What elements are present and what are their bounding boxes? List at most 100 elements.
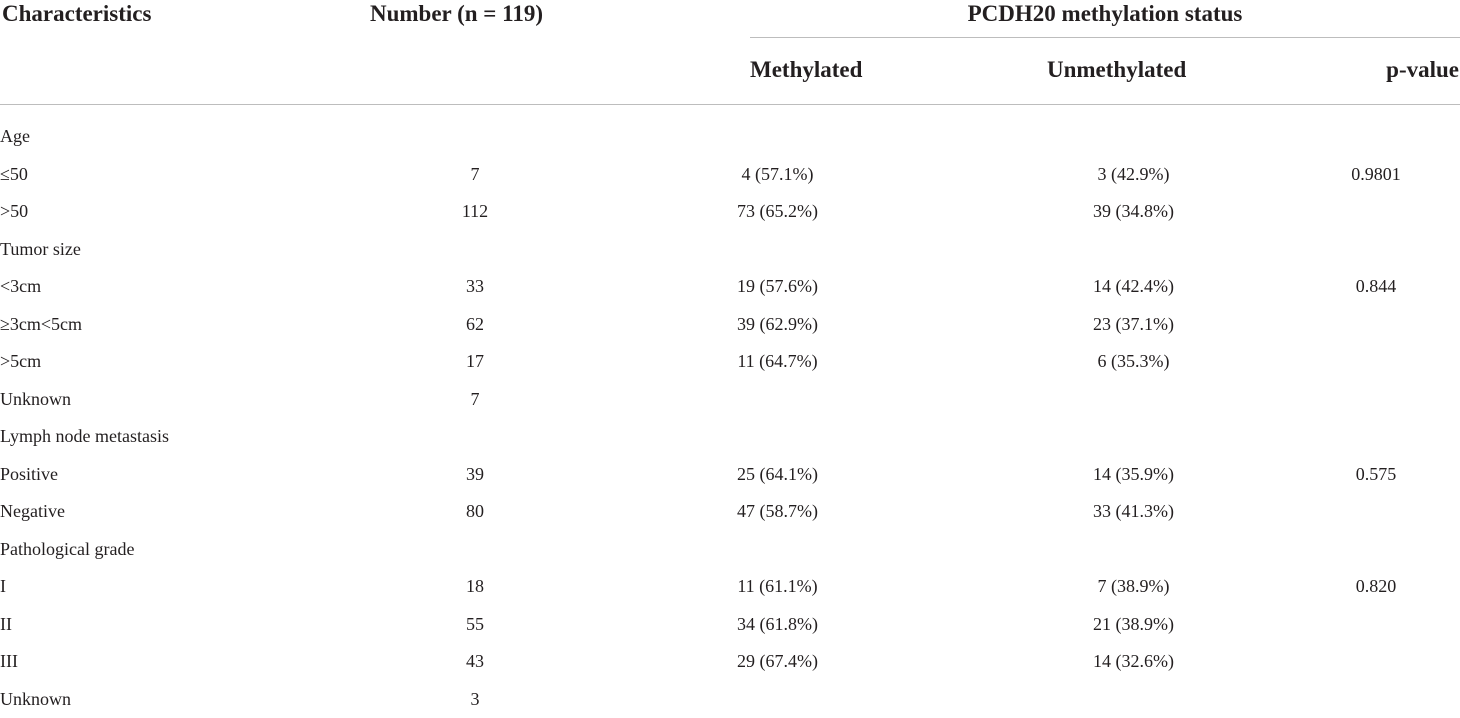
header-methylation-status: PCDH20 methylation status	[750, 2, 1460, 25]
methylated-cell	[580, 418, 975, 456]
category-row: Tumor size	[0, 231, 1460, 269]
row-label: Tumor size	[0, 231, 370, 269]
category-row: Lymph node metastasis	[0, 418, 1460, 456]
header-unmethylated: Unmethylated	[1047, 58, 1186, 81]
unmethylated-cell: 6 (35.3%)	[975, 343, 1292, 381]
pvalue-cell: 0.9801	[1292, 156, 1460, 194]
row-label: III	[0, 643, 370, 681]
methylated-cell	[580, 681, 975, 718]
methylated-cell	[580, 531, 975, 569]
header-characteristics: Characteristics	[2, 2, 151, 25]
number-cell: 43	[370, 643, 580, 681]
unmethylated-cell	[975, 381, 1292, 419]
pvalue-cell: 0.575	[1292, 456, 1460, 494]
unmethylated-cell: 39 (34.8%)	[975, 193, 1292, 231]
methylated-cell: 73 (65.2%)	[580, 193, 975, 231]
number-cell: 80	[370, 493, 580, 531]
unmethylated-cell: 14 (42.4%)	[975, 268, 1292, 306]
methylated-cell: 34 (61.8%)	[580, 606, 975, 644]
methylated-cell: 39 (62.9%)	[580, 306, 975, 344]
pvalue-cell	[1292, 493, 1460, 531]
row-label: Pathological grade	[0, 531, 370, 569]
unmethylated-cell: 21 (38.9%)	[975, 606, 1292, 644]
row-label: Positive	[0, 456, 370, 494]
methylated-cell	[580, 381, 975, 419]
methylated-cell: 11 (64.7%)	[580, 343, 975, 381]
pvalue-cell	[1292, 643, 1460, 681]
pvalue-cell	[1292, 606, 1460, 644]
methylated-cell: 47 (58.7%)	[580, 493, 975, 531]
number-cell: 18	[370, 568, 580, 606]
number-cell	[370, 418, 580, 456]
row-label: <3cm	[0, 268, 370, 306]
number-cell: 17	[370, 343, 580, 381]
pvalue-cell	[1292, 118, 1460, 156]
number-cell: 39	[370, 456, 580, 494]
unmethylated-cell: 14 (35.9%)	[975, 456, 1292, 494]
number-cell: 33	[370, 268, 580, 306]
row-label: Unknown	[0, 381, 370, 419]
row-label: Age	[0, 118, 370, 156]
unmethylated-cell: 3 (42.9%)	[975, 156, 1292, 194]
pvalue-cell	[1292, 306, 1460, 344]
unmethylated-cell	[975, 118, 1292, 156]
row-label: I	[0, 568, 370, 606]
row-label: Negative	[0, 493, 370, 531]
number-cell: 7	[370, 156, 580, 194]
unmethylated-cell: 33 (41.3%)	[975, 493, 1292, 531]
pvalue-cell	[1292, 231, 1460, 269]
pvalue-cell	[1292, 193, 1460, 231]
methylated-cell: 11 (61.1%)	[580, 568, 975, 606]
number-cell: 3	[370, 681, 580, 718]
row-label: ≤50	[0, 156, 370, 194]
row-label: ≥3cm<5cm	[0, 306, 370, 344]
methylated-cell: 29 (67.4%)	[580, 643, 975, 681]
pvalue-cell	[1292, 343, 1460, 381]
number-cell: 55	[370, 606, 580, 644]
methylated-cell: 25 (64.1%)	[580, 456, 975, 494]
pvalue-cell	[1292, 381, 1460, 419]
unmethylated-cell	[975, 231, 1292, 269]
number-cell	[370, 531, 580, 569]
unmethylated-cell: 7 (38.9%)	[975, 568, 1292, 606]
pvalue-cell	[1292, 681, 1460, 718]
methylated-cell: 19 (57.6%)	[580, 268, 975, 306]
row-label: >50	[0, 193, 370, 231]
unmethylated-cell	[975, 531, 1292, 569]
category-row: Pathological grade	[0, 531, 1460, 569]
header-methylated: Methylated	[750, 58, 862, 81]
unmethylated-cell	[975, 681, 1292, 718]
pvalue-cell: 0.820	[1292, 568, 1460, 606]
header-group-rule	[750, 37, 1460, 38]
number-cell: 112	[370, 193, 580, 231]
pvalue-cell	[1292, 531, 1460, 569]
pvalue-cell	[1292, 418, 1460, 456]
row-label: Lymph node metastasis	[0, 418, 370, 456]
pvalue-cell: 0.844	[1292, 268, 1460, 306]
number-cell: 62	[370, 306, 580, 344]
header-pvalue: p-value	[1386, 58, 1459, 81]
unmethylated-cell: 23 (37.1%)	[975, 306, 1292, 344]
number-cell	[370, 118, 580, 156]
number-cell: 7	[370, 381, 580, 419]
header-number: Number (n = 119)	[370, 2, 543, 25]
unmethylated-cell: 14 (32.6%)	[975, 643, 1292, 681]
row-label: Unknown	[0, 681, 370, 718]
row-label: >5cm	[0, 343, 370, 381]
row-label: II	[0, 606, 370, 644]
methylated-cell	[580, 118, 975, 156]
